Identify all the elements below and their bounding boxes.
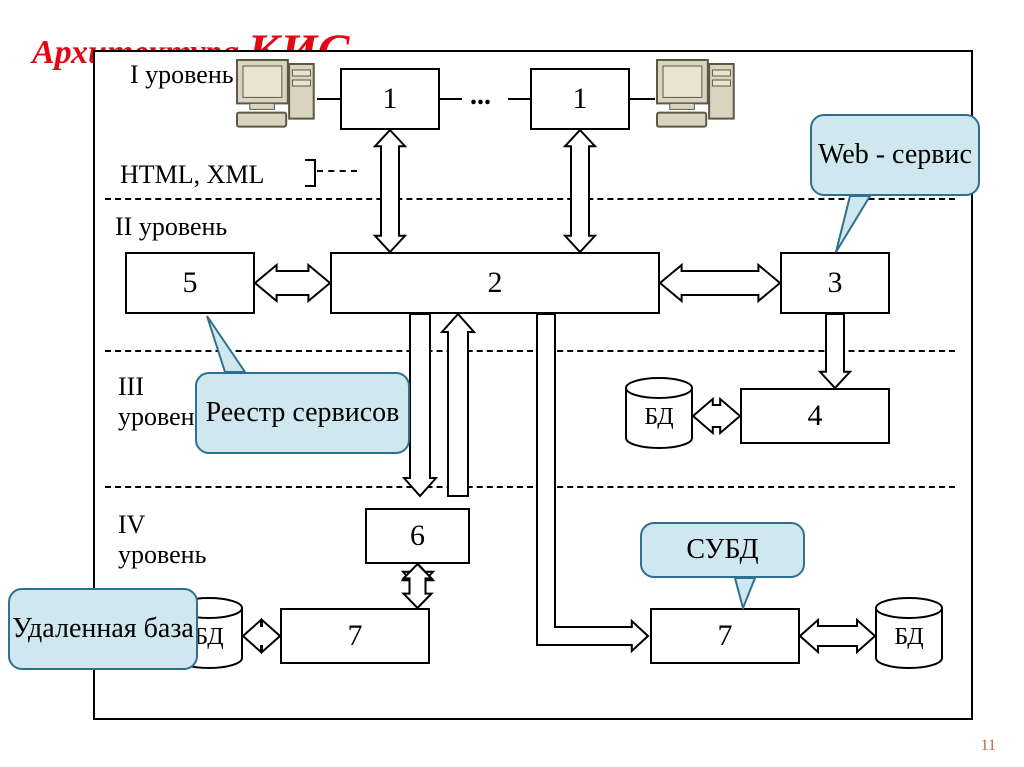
page: Архитектура КИС I уровень HTML, XML II у… <box>0 0 1024 767</box>
callout-web-service: Web - сервис <box>810 114 980 196</box>
dashed-short <box>317 170 357 172</box>
callout-tail <box>731 574 767 612</box>
callout-remote-db: Удаленная база <box>8 588 198 670</box>
callout-dbms: СУБД <box>640 522 805 578</box>
callout-tail <box>832 192 874 256</box>
callout-tail <box>203 312 249 376</box>
slide-number: 11 <box>981 737 996 755</box>
callout-registry: Реестр сервисов <box>195 372 410 454</box>
